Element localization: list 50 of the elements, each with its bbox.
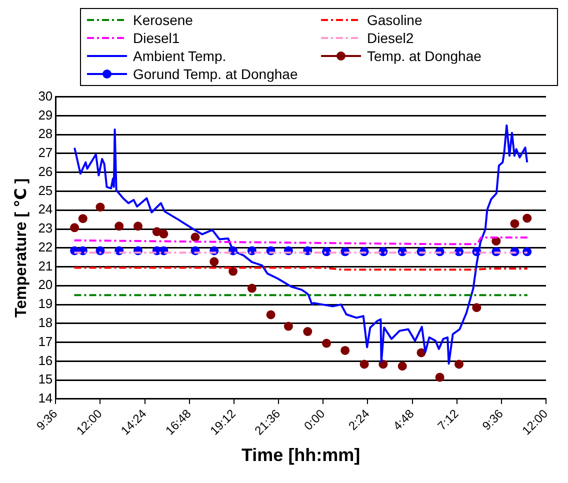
y-tick-label: 21 (38, 258, 53, 274)
y-tick-label: 25 (38, 182, 53, 198)
point (78, 214, 88, 224)
legend-label: Temp. at Donghae (367, 48, 482, 64)
y-tick-label: 18 (38, 315, 53, 330)
y-tick-label: 29 (38, 107, 53, 122)
legend-label: Kerosene (133, 12, 193, 28)
legend-label: Gorund Temp. at Donghae (133, 66, 298, 82)
x-tick-label: 4:48 (390, 406, 417, 434)
point (454, 360, 464, 369)
point (435, 372, 444, 382)
point (210, 257, 219, 266)
point (96, 246, 105, 256)
x-tick-label: 7:12 (434, 406, 462, 434)
point (472, 303, 482, 312)
legend-label: Diesel2 (367, 30, 414, 46)
point (247, 284, 256, 293)
point (398, 362, 407, 371)
point (416, 348, 426, 358)
y-tick-label: 27 (38, 145, 53, 160)
point (266, 310, 276, 320)
point (510, 219, 520, 228)
y-tick-label: 28 (38, 126, 53, 142)
y-tick-label: 30 (38, 88, 53, 104)
x-axis-title: Time [hh:mm] (241, 445, 360, 466)
y-tick-label: 20 (38, 277, 53, 292)
point (303, 327, 312, 336)
point (322, 338, 332, 348)
y-tick-label: 26 (38, 164, 53, 179)
y-tick-label: 23 (38, 220, 53, 236)
point (284, 322, 293, 331)
legend-label: Gasoline (367, 12, 422, 28)
point (360, 360, 369, 369)
point (340, 346, 350, 355)
y-axis-title: Temperature [ ℃ ] (13, 178, 30, 318)
y-tick-label: 22 (38, 239, 53, 254)
y-tick-label: 14 (38, 390, 53, 406)
y-tick-label: 17 (38, 334, 53, 349)
point (190, 232, 200, 242)
y-tick-label: 19 (38, 296, 53, 312)
x-tick-label: 0:00 (301, 406, 328, 434)
y-tick-label: 24 (38, 202, 53, 217)
point (114, 222, 124, 231)
y-tick-label: 15 (38, 372, 53, 387)
point (228, 266, 238, 276)
legend-label: Ambient Temp. (133, 48, 226, 64)
y-tick-label: 16 (38, 352, 53, 368)
point (96, 202, 105, 212)
point (134, 222, 143, 231)
legend-label: Diesel1 (133, 30, 180, 46)
